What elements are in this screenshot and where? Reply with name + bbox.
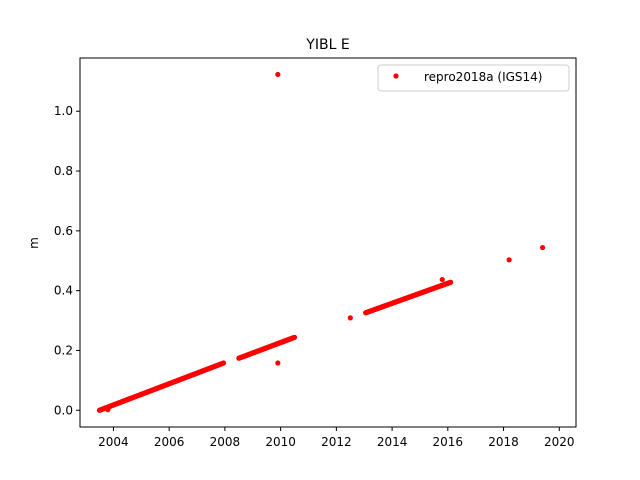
x-axis-ticks: 2004 2006 2008 2010 2012 2014 2016 2018 2020 (98, 427, 575, 449)
legend-box (377, 64, 570, 92)
x-tick-label: 2010 (265, 435, 296, 449)
x-tick-label: 2012 (321, 435, 352, 449)
x-tick-label: 2018 (488, 435, 519, 449)
data-point (539, 244, 546, 251)
data-point (220, 360, 227, 366)
legend-label: repro2018a (IGS14) (424, 70, 542, 84)
x-tick-label: 2014 (377, 435, 408, 449)
y-tick-label: 1.0 (54, 104, 73, 118)
scatter-points (96, 71, 546, 413)
x-tick-label: 2020 (544, 435, 575, 449)
legend: repro2018a (IGS14) (377, 64, 570, 92)
data-point (275, 360, 281, 366)
data-point (506, 257, 512, 263)
y-tick-label: 0.2 (54, 343, 73, 357)
y-tick-label: 0.8 (54, 164, 73, 178)
y-tick-label: 0.0 (54, 403, 73, 417)
chart-title: YIBL E (305, 37, 349, 53)
data-point (448, 279, 454, 285)
data-point (105, 407, 111, 413)
plot-frame (79, 57, 577, 428)
data-point (439, 276, 445, 283)
x-tick-label: 2008 (210, 435, 241, 449)
data-point (275, 71, 281, 78)
x-tick-label: 2004 (98, 435, 129, 449)
x-tick-label: 2016 (433, 435, 464, 449)
x-tick-label: 2006 (154, 435, 185, 449)
data-point (347, 315, 353, 321)
data-point (291, 334, 298, 340)
y-tick-label: 0.4 (54, 284, 73, 298)
legend-marker (393, 73, 399, 79)
y-tick-label: 0.6 (54, 224, 73, 238)
y-axis-label: m (27, 237, 41, 249)
y-axis-ticks: 0.0 0.2 0.4 0.6 0.8 1.0 (54, 104, 80, 417)
